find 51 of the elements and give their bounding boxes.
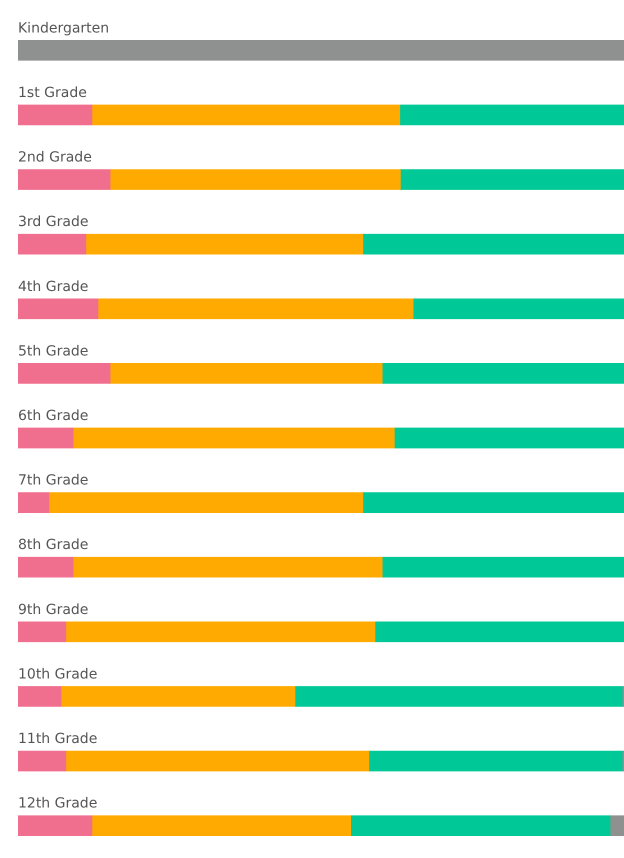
- bar: [92, 104, 400, 126]
- bar: [382, 556, 624, 578]
- y-tick-label: 9th Grade: [18, 602, 88, 618]
- y-tick-label: 12th Grade: [18, 796, 98, 812]
- bar: [72, 556, 383, 578]
- bar: [18, 104, 92, 126]
- y-tick-label: 4th Grade: [18, 278, 88, 295]
- bar: [110, 363, 383, 384]
- bar: [98, 298, 414, 320]
- y-tick-label: 7th Grade: [18, 472, 88, 489]
- bar: [92, 815, 352, 836]
- y-tick-label: 2nd Grade: [18, 150, 92, 166]
- y-tick-label: 5th Grade: [18, 343, 88, 360]
- bar: [18, 428, 74, 448]
- y-tick-label: Kindergarten: [18, 20, 110, 36]
- bar: [18, 815, 92, 836]
- bar: [18, 750, 66, 772]
- bar: [368, 750, 623, 772]
- bar: [72, 428, 395, 448]
- bar: [86, 234, 364, 254]
- bar: [18, 492, 50, 513]
- bar: [18, 556, 74, 578]
- bar: [18, 169, 110, 190]
- bar: [48, 492, 364, 513]
- bar: [66, 750, 370, 772]
- y-tick-label: 8th Grade: [18, 537, 88, 554]
- bar: [18, 40, 624, 61]
- bar: [412, 298, 624, 320]
- y-tick-label: 6th Grade: [18, 408, 88, 424]
- bar: [374, 622, 624, 642]
- y-tick-label: 11th Grade: [18, 731, 98, 748]
- bar: [18, 298, 98, 320]
- bar: [400, 169, 624, 190]
- y-tick-label: 10th Grade: [18, 666, 98, 682]
- bar: [18, 686, 62, 707]
- bar: [382, 363, 624, 384]
- bar: [394, 428, 624, 448]
- bar: [66, 622, 376, 642]
- bar: [399, 104, 624, 126]
- bar: [110, 169, 401, 190]
- bar: [18, 622, 66, 642]
- y-tick-label: 1st Grade: [18, 84, 87, 101]
- bar: [18, 234, 86, 254]
- bar: [362, 492, 624, 513]
- bar: [18, 363, 110, 384]
- bar: [362, 234, 624, 254]
- bar: [350, 815, 610, 836]
- bar: [294, 686, 623, 707]
- bar: [610, 815, 624, 836]
- y-tick-label: 3rd Grade: [18, 214, 88, 230]
- bar: [60, 686, 296, 707]
